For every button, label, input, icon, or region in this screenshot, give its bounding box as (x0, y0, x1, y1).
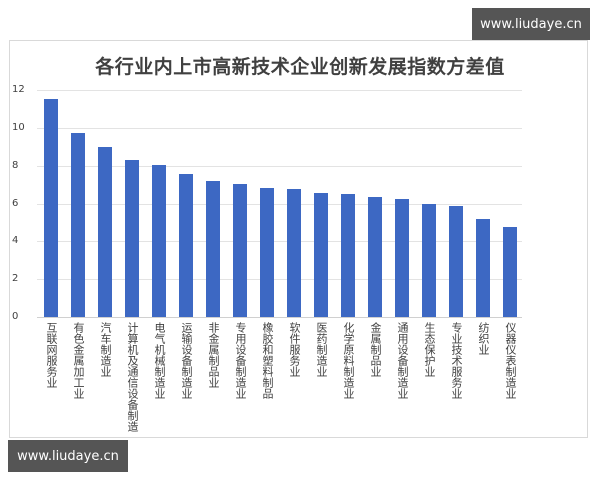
x-category-label: 互联网服务业 (45, 322, 58, 388)
bar (287, 189, 301, 317)
watermark-bottom-left: www.liudaye.cn (8, 440, 128, 472)
x-category-label: 专用设备制造业 (234, 322, 247, 399)
x-category-label: 生态保护业 (423, 322, 436, 377)
bar (503, 226, 517, 317)
bar (341, 194, 355, 317)
bar (98, 146, 112, 317)
bar (206, 181, 220, 317)
x-category-label: 软件服务业 (288, 322, 301, 377)
bar (152, 164, 166, 317)
x-category-label: 医药制造业 (315, 322, 328, 377)
x-category-label: 通用设备制造业 (396, 322, 409, 399)
gridline (37, 279, 522, 280)
x-category-label: 非金属制品业 (207, 322, 220, 388)
bar (44, 99, 58, 317)
y-tick-label: 2 (12, 273, 19, 284)
x-category-label: 有色金属加工业 (72, 322, 85, 399)
y-tick-label: 6 (12, 198, 19, 209)
gridline (37, 241, 522, 242)
gridline (37, 128, 522, 129)
bar (368, 196, 382, 317)
chart-title: 各行业内上市高新技术企业创新发展指数方差值 (95, 56, 505, 78)
x-category-label: 运输设备制造业 (180, 322, 193, 399)
gridline (37, 204, 522, 205)
x-category-label: 专业技术服务业 (450, 322, 463, 399)
y-tick-label: 0 (12, 311, 19, 322)
bar (395, 199, 409, 317)
watermark-top-right: www.liudaye.cn (472, 8, 590, 40)
x-category-label: 电气机械制造业 (153, 322, 166, 399)
y-tick-label: 10 (12, 122, 25, 133)
bar (233, 184, 247, 317)
x-category-label: 计算机及通信设备制造 (126, 322, 139, 432)
gridline (37, 166, 522, 167)
x-category-label: 橡胶和塑料制品 (261, 322, 274, 399)
bar (179, 173, 193, 317)
bar (449, 205, 463, 317)
x-category-label: 仪器仪表制造业 (504, 322, 517, 399)
x-category-label: 化学原料制造业 (342, 322, 355, 399)
x-category-label: 汽车制造业 (99, 322, 112, 377)
y-tick-label: 4 (12, 235, 19, 246)
bar (476, 219, 490, 317)
x-category-label: 纺织业 (477, 322, 490, 355)
bar (314, 193, 328, 317)
y-tick-label: 12 (12, 84, 25, 95)
x-axis-line (37, 317, 522, 318)
gridline (37, 90, 522, 91)
bar (422, 204, 436, 317)
bar (125, 160, 139, 317)
x-category-label: 金属制品业 (369, 322, 382, 377)
bar (71, 132, 85, 317)
bar (260, 187, 274, 317)
y-tick-label: 8 (12, 160, 19, 171)
